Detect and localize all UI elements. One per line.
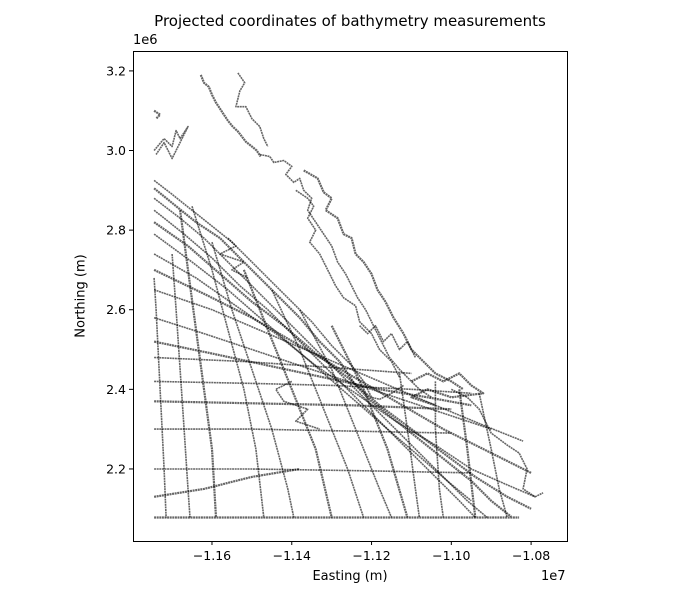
ship-track (295, 189, 401, 378)
ship-track (199, 74, 262, 158)
ship-track (154, 468, 472, 474)
ship-track (330, 325, 409, 518)
bathymetry-tracks (153, 72, 544, 519)
axes-frame (133, 51, 568, 542)
y-offset-label: 1e6 (133, 33, 158, 48)
ship-track (450, 388, 544, 498)
ship-track (410, 372, 485, 407)
y-tick-label: 2.4 (106, 382, 126, 397)
ship-track (154, 428, 452, 434)
x-tick-label: −1.14 (273, 548, 311, 563)
ship-track (271, 289, 365, 518)
chart-title: Projected coordinates of bathymetry meas… (154, 12, 546, 30)
ship-track (153, 316, 492, 430)
ship-track (171, 253, 191, 518)
ship-track (153, 253, 536, 498)
ship-track (191, 205, 265, 518)
ship-track (153, 109, 162, 120)
x-axis-label: Easting (m) (312, 569, 388, 584)
ship-track (153, 340, 472, 407)
y-tick-label: 3.0 (106, 143, 126, 158)
ship-track (153, 179, 404, 401)
ship-track (359, 324, 417, 358)
x-tick-label: −1.12 (352, 548, 390, 563)
ship-track (179, 210, 218, 518)
ship-track (154, 356, 412, 375)
y-axis-ticks: 2.2 2.4 2.6 2.8 3.0 3.2 (106, 63, 133, 476)
ship-track (211, 241, 295, 518)
ship-track (153, 125, 189, 160)
ship-track (303, 169, 464, 391)
y-tick-label: 2.2 (106, 461, 126, 476)
ship-track (235, 72, 269, 147)
ship-track (274, 380, 320, 430)
ship-track (219, 237, 249, 279)
ship-track (298, 309, 393, 518)
ship-track (242, 269, 333, 518)
ship-track (398, 373, 421, 518)
x-tick-label: −1.10 (432, 548, 470, 563)
y-tick-label: 2.6 (106, 302, 126, 317)
x-offset-label: 1e7 (541, 569, 566, 584)
ship-track (153, 221, 532, 510)
x-tick-label: −1.08 (512, 548, 550, 563)
y-tick-label: 3.2 (106, 63, 126, 78)
ship-track (259, 153, 432, 398)
ship-track (153, 289, 524, 442)
x-tick-label: −1.16 (193, 548, 231, 563)
ship-track (458, 389, 477, 518)
y-tick-label: 2.8 (106, 223, 126, 238)
ship-track (153, 467, 300, 498)
ship-track (153, 277, 167, 518)
ship-track (478, 393, 508, 518)
x-axis-ticks: −1.16 −1.14 −1.12 −1.10 −1.08 (193, 541, 550, 563)
ship-track (153, 209, 476, 519)
ship-track (154, 400, 452, 411)
